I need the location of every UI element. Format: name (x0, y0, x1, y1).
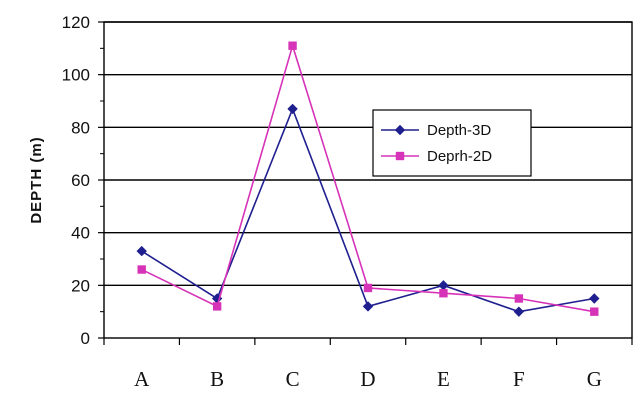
data-point (137, 265, 146, 274)
plot-border (103, 21, 633, 339)
x-tick-label: G (587, 367, 602, 391)
data-point (589, 293, 600, 304)
y-axis-label: DEPTH (m) (28, 136, 45, 223)
x-tick-label: D (360, 367, 375, 391)
x-tick-label: E (437, 367, 450, 391)
legend-item: Deprh-2D (381, 148, 492, 165)
legend: Depth-3D Deprh-2D (372, 109, 532, 177)
y-tick-labels: 0 20 40 60 80 100 120 (62, 13, 90, 348)
legend-box (372, 109, 532, 177)
data-point (287, 103, 298, 115)
y-tick-label: 20 (71, 276, 90, 295)
y-tick-label: 40 (71, 224, 90, 243)
legend-item: Depth-3D (381, 122, 491, 139)
axes (98, 21, 633, 345)
y-tick-label: 80 (71, 118, 90, 137)
data-point (212, 302, 222, 311)
y-tick-label: 60 (71, 171, 90, 190)
legend-label: Deprh-2D (427, 148, 492, 165)
data-point (590, 307, 599, 316)
data-point (438, 280, 449, 291)
x-tick-label: B (210, 367, 224, 391)
data-point (362, 301, 374, 312)
series-0 (136, 103, 600, 317)
x-tick-labels: A B C D E F G (134, 367, 602, 391)
legend-marker (395, 151, 405, 161)
x-tick-label: F (513, 367, 525, 391)
series-line (141, 42, 595, 313)
data-point (514, 294, 524, 303)
data-point (363, 283, 373, 293)
data-point (513, 306, 525, 317)
legend-marker (394, 124, 406, 136)
x-tick-label: C (286, 367, 300, 391)
y-tick-label: 100 (62, 66, 90, 85)
data-point (136, 245, 147, 257)
legend-label: Depth-3D (427, 122, 491, 139)
gridlines (104, 21, 632, 287)
y-tick-label: 120 (62, 13, 90, 32)
data-point (211, 293, 223, 304)
x-tick-label: A (134, 367, 150, 391)
series-1 (137, 41, 599, 316)
series-group (136, 41, 600, 317)
data-point (288, 41, 297, 50)
data-point (439, 289, 448, 298)
y-tick-label: 0 (81, 329, 90, 348)
